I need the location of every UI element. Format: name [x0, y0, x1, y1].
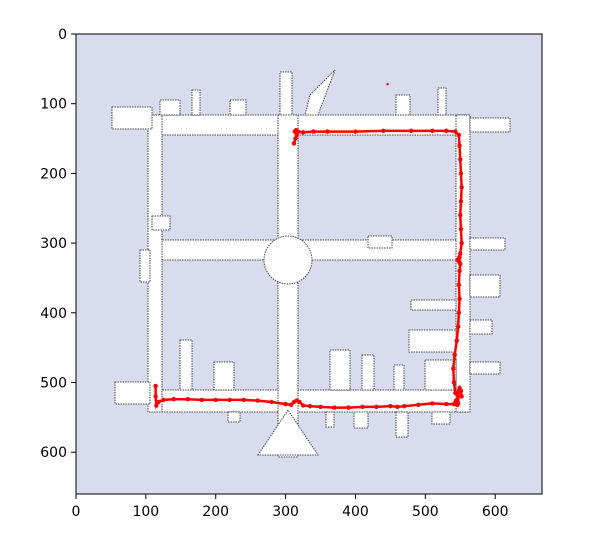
y-tick-label: 200	[40, 166, 67, 182]
trajectory-line	[154, 128, 464, 410]
y-tick-label: 500	[40, 375, 67, 391]
x-axis: 0 100 200 300 400 500 600	[72, 494, 509, 520]
x-tick-label: 200	[202, 504, 229, 520]
y-tick-label: 300	[40, 236, 67, 252]
y-axis: 0 100 200 300 400 500 600	[40, 27, 76, 461]
x-tick-label: 100	[132, 504, 159, 520]
x-tick-label: 300	[272, 504, 299, 520]
x-tick-label: 600	[482, 504, 509, 520]
y-tick-label: 600	[40, 445, 67, 461]
plot-frame	[75, 33, 543, 495]
trajectory-point	[386, 82, 389, 86]
x-tick-label: 0	[72, 504, 81, 520]
trajectory-series	[153, 82, 464, 410]
y-tick-label: 0	[58, 27, 67, 43]
x-tick-label: 500	[412, 504, 439, 520]
y-tick-label: 100	[40, 97, 67, 113]
y-tick-label: 400	[40, 306, 67, 322]
x-tick-label: 400	[342, 504, 369, 520]
